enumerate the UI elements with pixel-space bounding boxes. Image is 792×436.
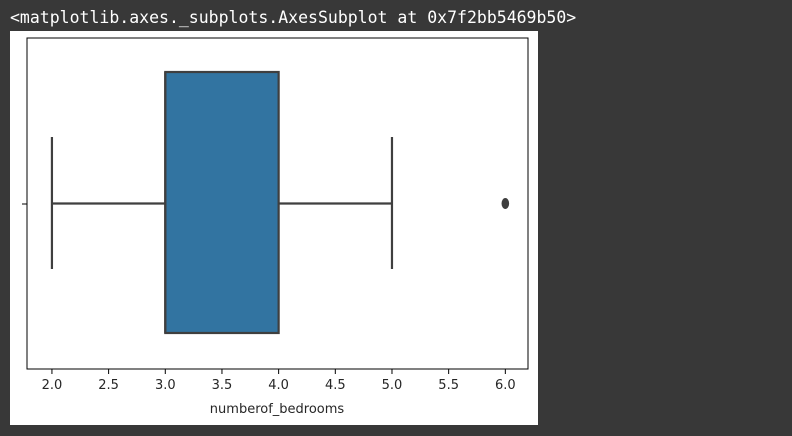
boxplot-chart: 2.0 2.5 3.0 3.5 4.0 4.5 5.0 5.5 6.0 numberof_bed… — [22, 37, 529, 417]
x-axis: 2.0 2.5 3.0 3.5 4.0 4.5 5.0 5.5 6.0 — [42, 369, 516, 393]
x-tick-label: 5.0 — [382, 378, 403, 393]
outlier-point — [501, 198, 510, 209]
x-tick-label: 6.0 — [495, 378, 516, 393]
x-tick-label: 5.5 — [438, 378, 459, 393]
x-tick-label: 2.0 — [42, 378, 63, 393]
x-tick-label: 4.0 — [268, 378, 289, 393]
iqr-box — [164, 70, 280, 335]
boxplot-figure: 2.0 2.5 3.0 3.5 4.0 4.5 5.0 5.5 6.0 numberof_bed… — [10, 31, 538, 425]
cell-output-text: <matplotlib.axes._subplots.AxesSubplot a… — [10, 8, 577, 27]
x-tick-label: 3.0 — [155, 378, 176, 393]
x-tick-label: 2.5 — [98, 378, 119, 393]
boxplot — [50, 70, 510, 335]
x-axis-label: numberof_bedrooms — [210, 402, 345, 417]
x-tick-label: 4.5 — [325, 378, 346, 393]
x-tick-label: 3.5 — [212, 378, 233, 393]
